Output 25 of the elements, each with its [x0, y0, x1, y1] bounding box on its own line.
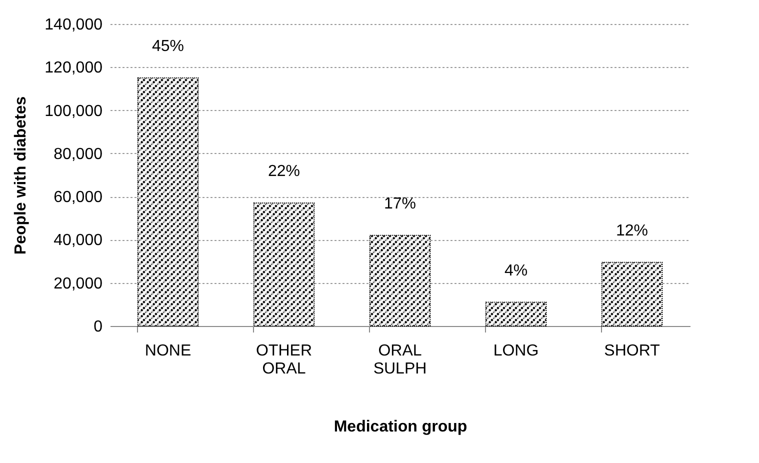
y-tick-label: 100,000	[44, 102, 103, 120]
y-tick-label: 140,000	[44, 16, 103, 34]
y-tick-label: 40,000	[54, 232, 103, 250]
annotation: 4%	[504, 262, 528, 280]
bar	[485, 302, 547, 326]
y-tick-label: 0	[94, 318, 103, 336]
x-tick-label: NONE	[144, 342, 192, 360]
annotation: 22%	[268, 163, 300, 180]
bar	[601, 262, 663, 326]
y-tick-label: 20,000	[54, 275, 103, 292]
bar	[253, 202, 315, 326]
x-axis-title: Medication group	[334, 418, 468, 436]
x-tick-label: ORAL SULPH	[373, 342, 427, 378]
annotation: 45%	[152, 38, 184, 55]
y-axis-title: People with diabetes	[12, 96, 30, 255]
bar	[369, 234, 431, 326]
y-tick-label: 60,000	[54, 189, 103, 206]
x-tick-label: OTHER ORAL	[256, 342, 312, 378]
bar	[137, 77, 199, 326]
y-tick-label: 80,000	[54, 146, 103, 163]
x-tick-label: SHORT	[604, 342, 660, 360]
y-tick-label: 120,000	[44, 60, 103, 77]
annotation: 12%	[616, 222, 648, 240]
x-tick-label: LONG	[493, 342, 539, 360]
annotation: 17%	[384, 195, 416, 212]
